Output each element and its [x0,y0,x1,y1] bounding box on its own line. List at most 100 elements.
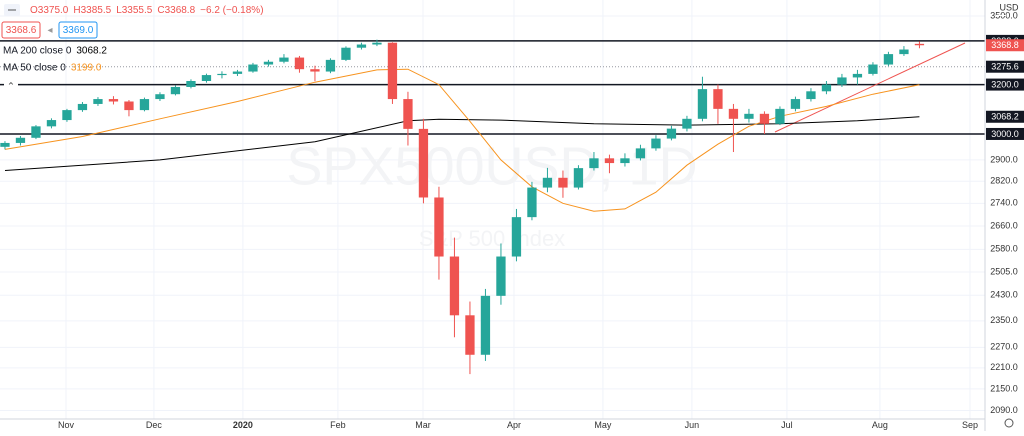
candle-body [372,42,382,45]
candle-body [480,295,491,355]
ohlc-value: H3385.5 [73,5,111,16]
y-tick-label: 2430.0 [990,290,1018,300]
x-tick-label: 2020 [233,420,253,430]
x-tick-label: Nov [58,420,75,430]
x-tick-label: Jul [781,420,793,430]
y-tick-label: 2150.0 [990,383,1018,393]
candle-body [449,256,460,316]
y-tick-label: 2210.0 [990,362,1018,372]
watermark: SPX500USD, 1D [286,136,697,196]
candle-body [93,99,103,104]
indicator-value: 3199.0 [71,63,102,74]
candle-body [294,57,305,70]
x-tick-label: Feb [330,420,346,430]
x-tick-label: Apr [507,420,521,430]
x-tick-label: Dec [146,420,163,430]
candles [0,39,925,375]
candle-body [418,128,429,198]
candle-body [387,42,398,100]
x-tick-label: Jun [685,420,700,430]
y-tick-label: 2820.0 [990,176,1018,186]
price-tag [986,78,1024,91]
candle-body [62,110,72,121]
bid-box[interactable] [1,21,41,39]
candle-body [790,99,801,109]
levels [0,40,985,135]
candle-body [883,54,894,65]
ohlc-value: −6.2 (−0.18%) [200,5,263,16]
candle-body [310,69,320,72]
bid: 3368.6 [6,25,37,36]
candle-body [155,94,165,100]
ohlc-value: O3375.0 [30,5,69,16]
candle-body [403,99,413,129]
indicator-name: MA 200 close 0 [3,46,72,57]
spread-icon: ◂ [47,25,52,36]
candle-body [806,91,816,100]
candle-body [279,57,289,62]
trend-line [774,42,966,133]
candle-body [821,84,832,92]
candle-body [914,43,925,46]
candle-body [124,101,134,111]
candle-body [263,61,274,65]
candle-body [139,99,150,111]
ohlc-value: L3355.5 [116,5,153,16]
candle-body [573,168,584,188]
indicator-value: 3068.2 [76,46,107,57]
grid [0,0,985,419]
candle-body [201,75,212,81]
price-tag [986,39,1024,52]
y-tick-label: 2740.0 [990,198,1018,208]
candle-body [77,103,88,111]
candle-body [31,126,41,138]
candle-body [527,187,537,218]
candle-body [511,217,522,257]
candle-body [589,158,599,169]
price-tag-label: 3368.8 [991,40,1019,50]
candle-body [620,158,630,164]
y-tick-label: 2900.0 [990,154,1018,164]
candle-body [899,49,909,55]
price-tag [986,60,1024,73]
ask: 3369.0 [63,25,94,36]
x-tick-label: Aug [872,420,888,430]
price-tag-label: 3200.0 [991,79,1019,89]
candle-body [759,113,770,124]
x-tick-label: Sep [962,420,978,430]
settings-icon[interactable] [1004,418,1014,428]
candle-body [170,86,181,95]
candle-body [868,64,878,74]
candle-body [837,77,847,85]
ma-line [4,116,920,171]
candle-body [217,73,227,76]
candle-body [356,44,367,48]
candle-body [666,128,677,139]
y-tick-label: 2505.0 [990,266,1018,276]
ask-box[interactable] [58,21,98,39]
candle-body [248,64,258,72]
y-tick-label: 2350.0 [990,315,1018,325]
expand-icon: ⌃ [7,82,15,93]
candle-body [186,80,196,87]
indicator-name: MA 50 close 0 [3,63,66,74]
candle-body [744,113,754,119]
candle-body [682,118,692,129]
price-tag-label: 3068.2 [991,112,1019,122]
candle-body [604,158,615,164]
candle-body [558,177,568,188]
expand-button[interactable] [4,81,18,93]
price-tag-label: 3000.0 [991,129,1019,139]
ohlc-value: C3368.8 [157,5,195,16]
candle-body [0,142,10,147]
candle-body [852,73,863,78]
candle-body [232,71,243,74]
x-tick-label: May [594,420,612,430]
spacer [996,15,1006,16]
candle-body [775,108,785,124]
y-tick-label: 2580.0 [990,244,1018,254]
x-tick-label: Mar [415,420,431,430]
y-tick-label: 2090.0 [990,405,1018,415]
